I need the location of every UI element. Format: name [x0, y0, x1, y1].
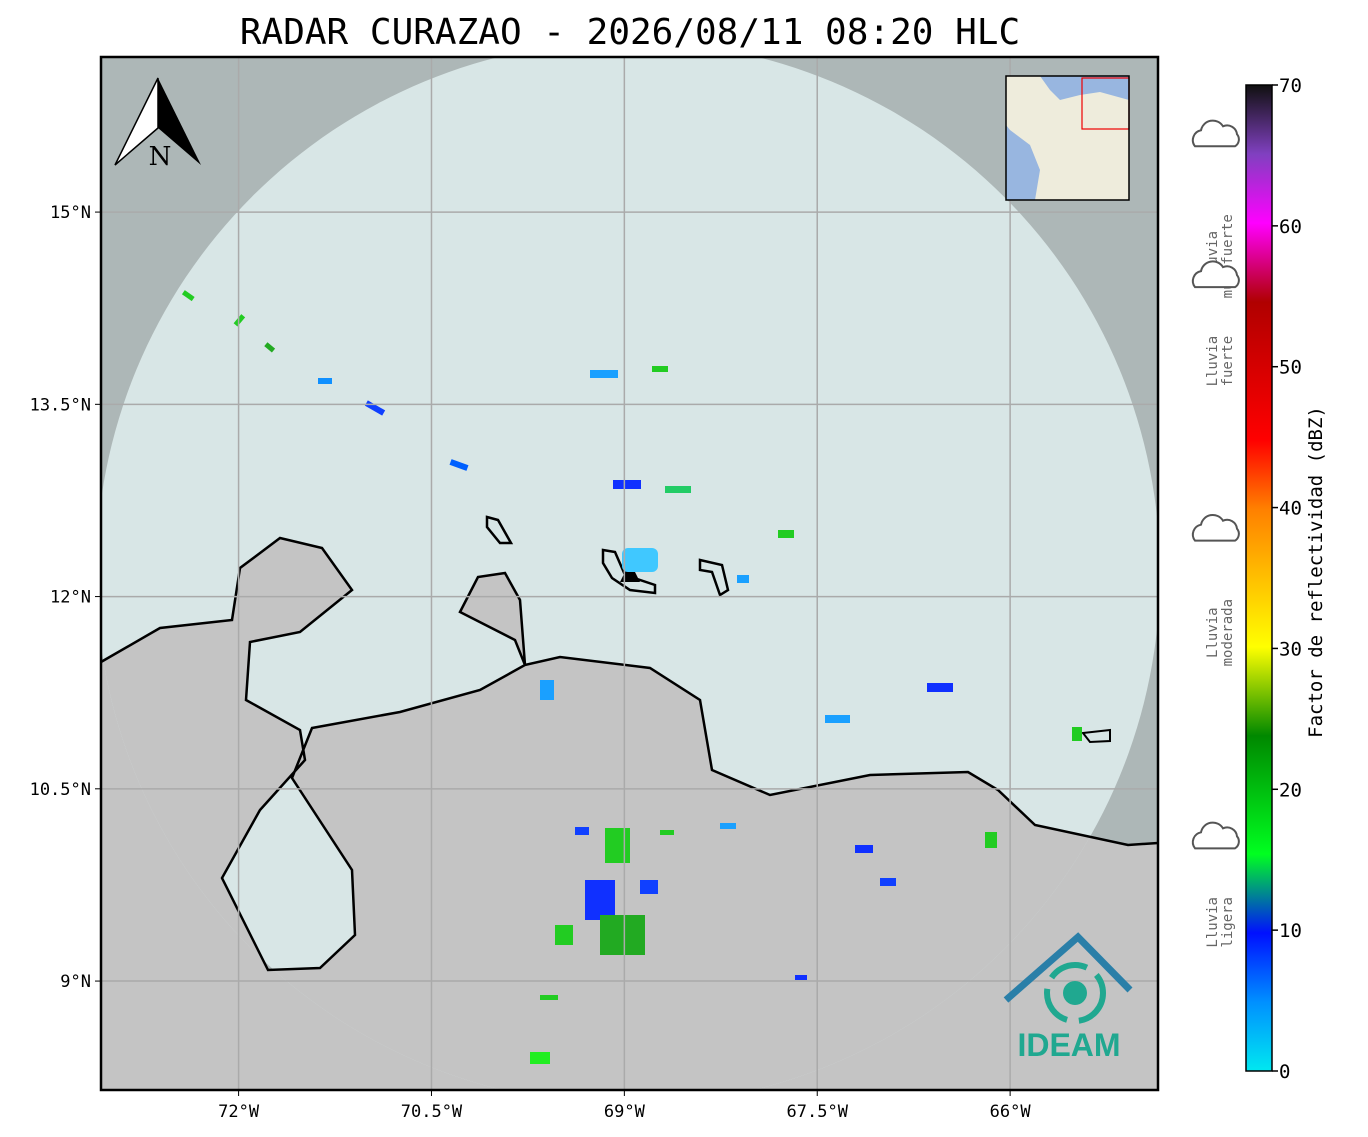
y-tick-label: 15°N	[50, 203, 91, 223]
legend-line: Lluvia	[1205, 607, 1221, 658]
coastline	[101, 536, 1158, 972]
x-tick-label: 66°W	[990, 1102, 1032, 1122]
logo-text: IDEAM	[1017, 1027, 1120, 1063]
colorbar-tick-label: 30	[1279, 638, 1302, 660]
map	[101, 57, 1158, 1090]
colorbar-tick-label: 50	[1279, 357, 1302, 379]
map-frame	[99, 55, 1160, 1092]
north-arrow: N	[114, 77, 201, 172]
bonaire	[698, 558, 730, 597]
aruba	[485, 515, 514, 545]
legend-line: Lluvia	[1205, 336, 1221, 387]
legend-item: Lluviamoderada	[1191, 513, 1240, 666]
legend-item: Lluviafuerte	[1191, 260, 1240, 387]
colorbar-tick-label: 0	[1279, 1061, 1290, 1083]
legend-line: Lluvia	[1205, 897, 1221, 948]
legend-line: moderada	[1220, 599, 1236, 666]
curacao	[601, 548, 657, 595]
legend-text: Lluvialigera	[1205, 897, 1236, 948]
y-tick-label: 13.5°N	[30, 395, 91, 415]
colorbar-tick-label: 70	[1279, 75, 1302, 97]
colorbar-tick-label: 40	[1279, 498, 1302, 520]
echoes	[181, 290, 1082, 1064]
colorbar-tick-label: 60	[1279, 216, 1302, 238]
island	[1081, 728, 1111, 744]
cloud-icon	[1191, 260, 1240, 289]
legend: Lluviamuy fuerteLluviafuerteLluviamodera…	[1191, 119, 1240, 948]
y-tick-label: 12°N	[50, 588, 91, 608]
logo: IDEAM	[1003, 932, 1133, 1063]
colorbar	[1245, 84, 1273, 1072]
cloud-icon	[1191, 119, 1240, 148]
cloud-icon	[1191, 821, 1240, 850]
x-tick-label: 67.5°W	[787, 1102, 849, 1122]
x-tick-label: 72°W	[218, 1102, 260, 1122]
y-tick-label: 9°N	[60, 972, 91, 992]
north-label: N	[149, 142, 172, 172]
legend-line: fuerte	[1220, 336, 1236, 387]
colorbar-label: Factor de reflectividad (dBZ)	[1305, 406, 1327, 738]
legend-item: Lluvialigera	[1191, 821, 1240, 948]
cloud-icon	[1191, 513, 1240, 542]
title: RADAR CURAZAO - 2026/08/11 08:20 HLC	[240, 12, 1020, 53]
inset-map	[1005, 75, 1130, 201]
y-tick-label: 10.5°N	[30, 780, 91, 800]
legend-line: ligera	[1220, 897, 1236, 948]
colorbar-tick-label: 10	[1279, 920, 1302, 942]
x-tick-label: 69°W	[604, 1102, 646, 1122]
x-tick-label: 70.5°W	[401, 1102, 463, 1122]
legend-text: Lluviafuerte	[1205, 336, 1236, 387]
legend-text: Lluviamoderada	[1205, 599, 1236, 666]
colorbar-tick-label: 20	[1279, 779, 1302, 801]
